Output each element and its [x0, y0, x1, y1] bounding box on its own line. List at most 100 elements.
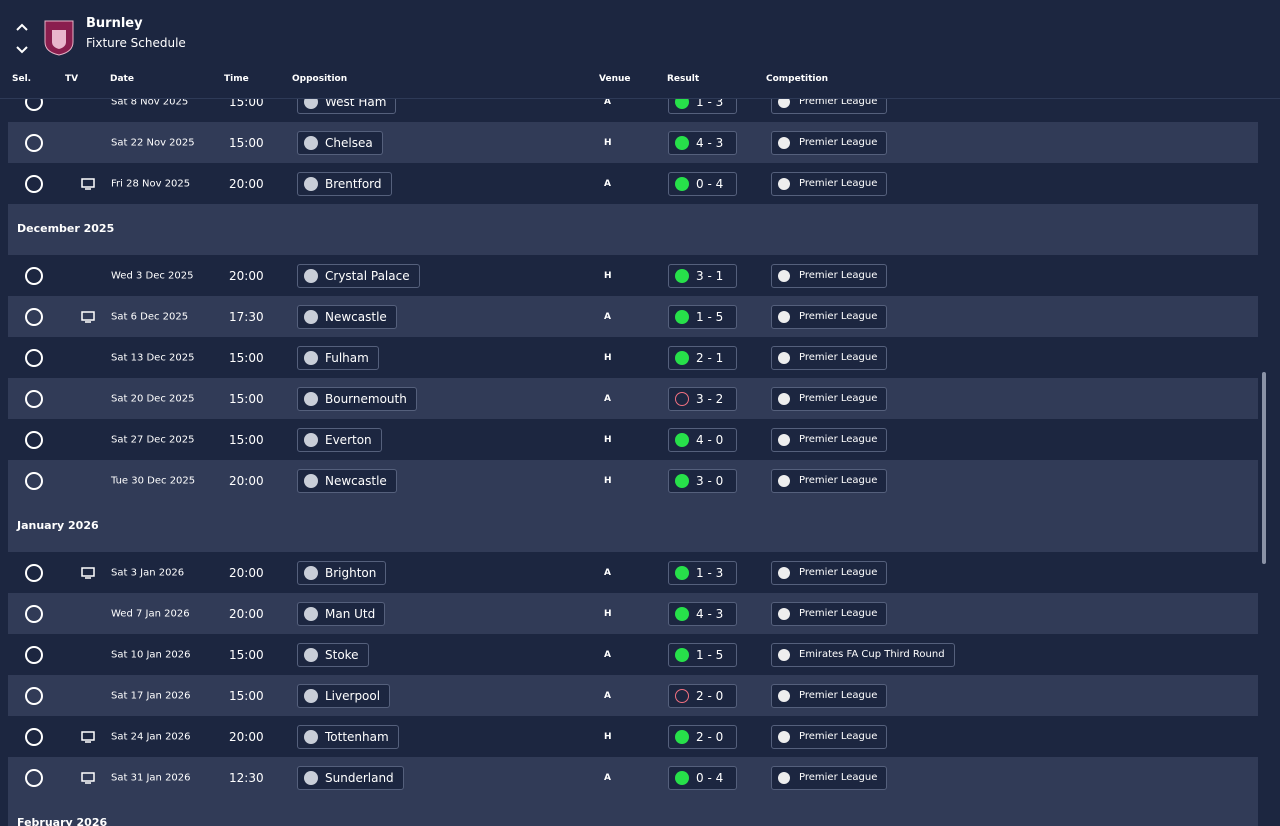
competition[interactable]: Premier League	[771, 386, 888, 411]
fixture-row[interactable]: Sat 31 Jan 2026 12:30 Sunderland A 0 - 4 Prem…	[8, 757, 1258, 798]
competition[interactable]: Premier League	[771, 601, 888, 626]
result[interactable]: 4 - 3	[668, 601, 737, 626]
fixture-row[interactable]: Tue 30 Dec 2025 20:00 Newcastle H 3 - 0 Premi…	[8, 460, 1258, 501]
result[interactable]: 1 - 3	[668, 560, 737, 585]
competition[interactable]: Premier League	[771, 263, 888, 288]
fixture-row[interactable]: Fri 28 Nov 2025 20:00 Brentford A 0 - 4 Premi…	[8, 163, 1258, 204]
fixture-row[interactable]: Sat 20 Dec 2025 15:00 Bournemouth A 3 - 2 Pre…	[8, 378, 1258, 419]
opposition[interactable]: Liverpool	[297, 683, 391, 708]
tv-icon	[81, 730, 95, 743]
competition-logo	[778, 566, 790, 579]
column-header[interactable]: Competition	[766, 74, 829, 84]
team-name: Bournemouth	[325, 391, 407, 406]
select-radio[interactable]	[25, 768, 43, 787]
opposition[interactable]: Brighton	[297, 560, 387, 585]
opposition[interactable]: Everton	[297, 427, 382, 452]
result[interactable]: 2 - 0	[668, 724, 737, 749]
column-header[interactable]: Time	[224, 74, 249, 84]
opposition[interactable]: Newcastle	[297, 304, 397, 329]
competition[interactable]: Emirates FA Cup Third Round	[771, 642, 955, 667]
result[interactable]: 3 - 2	[668, 386, 737, 411]
team-badge	[304, 729, 318, 744]
opposition[interactable]: Man Utd	[297, 601, 386, 626]
result-icon	[675, 135, 689, 150]
competition[interactable]: Premier League	[771, 683, 888, 708]
select-radio[interactable]	[25, 686, 43, 705]
competition-logo	[778, 730, 790, 743]
fixture-row[interactable]: Sat 27 Dec 2025 15:00 Everton H 4 - 0 Premier…	[8, 419, 1258, 460]
competition[interactable]: Premier League	[771, 468, 888, 493]
competition-logo	[778, 351, 790, 364]
result[interactable]: 1 - 5	[668, 304, 737, 329]
result[interactable]: 4 - 3	[668, 130, 737, 155]
nav-arrows[interactable]	[15, 22, 29, 62]
column-header[interactable]: Result	[667, 74, 700, 84]
team-name: Crystal Palace	[325, 268, 410, 283]
time: 20:00	[229, 176, 264, 191]
competition[interactable]: Premier League	[771, 427, 888, 452]
result[interactable]: 1 - 5	[668, 642, 737, 667]
column-header[interactable]: Venue	[599, 74, 631, 84]
select-radio[interactable]	[25, 266, 43, 285]
scrollbar[interactable]	[1262, 372, 1266, 564]
result[interactable]: 2 - 0	[668, 683, 737, 708]
fixture-row[interactable]: Sat 6 Dec 2025 17:30 Newcastle A 1 - 5 Premie…	[8, 296, 1258, 337]
fixture-row[interactable]: Wed 7 Jan 2026 20:00 Man Utd H 4 - 3 Premier …	[8, 593, 1258, 634]
opposition[interactable]: Tottenham	[297, 724, 399, 749]
fixture-row[interactable]: Sat 17 Jan 2026 15:00 Liverpool A 2 - 0 Premi…	[8, 675, 1258, 716]
select-radio[interactable]	[25, 174, 43, 193]
opposition[interactable]: Chelsea	[297, 130, 383, 155]
select-radio[interactable]	[25, 430, 43, 449]
competition[interactable]: Premier League	[771, 560, 888, 585]
fixture-row[interactable]: Sat 13 Dec 2025 15:00 Fulham H 2 - 1 Premier …	[8, 337, 1258, 378]
date: Sat 13 Dec 2025	[111, 352, 195, 363]
opposition[interactable]: Bournemouth	[297, 386, 417, 411]
opposition[interactable]: Fulham	[297, 345, 379, 370]
competition[interactable]: Premier League	[771, 724, 888, 749]
result[interactable]: 4 - 0	[668, 427, 737, 452]
select-radio[interactable]	[25, 604, 43, 623]
opposition[interactable]: Crystal Palace	[297, 263, 420, 288]
result[interactable]: 3 - 0	[668, 468, 737, 493]
time: 20:00	[229, 268, 264, 283]
venue: A	[604, 567, 611, 578]
select-radio[interactable]	[25, 133, 43, 152]
select-radio[interactable]	[25, 307, 43, 326]
column-header[interactable]: Sel.	[12, 74, 32, 84]
result[interactable]: 3 - 1	[668, 263, 737, 288]
time: 15:00	[229, 350, 264, 365]
opposition[interactable]: Newcastle	[297, 468, 397, 493]
competition[interactable]: Premier League	[771, 130, 888, 155]
result-icon	[675, 350, 689, 365]
team-badge	[304, 432, 318, 447]
competition[interactable]: Premier League	[771, 765, 888, 790]
fixture-row[interactable]: Sat 22 Nov 2025 15:00 Chelsea H 4 - 3 Premier…	[8, 122, 1258, 163]
select-radio[interactable]	[25, 471, 43, 490]
date: Sat 27 Dec 2025	[111, 434, 195, 445]
fixture-row[interactable]: Sat 3 Jan 2026 20:00 Brighton A 1 - 3 Premier…	[8, 552, 1258, 593]
venue: A	[604, 772, 611, 783]
select-radio[interactable]	[25, 348, 43, 367]
result[interactable]: 0 - 4	[668, 765, 737, 790]
column-header[interactable]: TV	[65, 74, 79, 84]
competition[interactable]: Premier League	[771, 345, 888, 370]
fixture-row[interactable]: Sat 10 Jan 2026 15:00 Stoke A 1 - 5 Emirates …	[8, 634, 1258, 675]
select-radio[interactable]	[25, 727, 43, 746]
fixture-row[interactable]: Sat 24 Jan 2026 20:00 Tottenham H 2 - 0 Premi…	[8, 716, 1258, 757]
column-header[interactable]: Opposition	[292, 74, 348, 84]
fixture-row[interactable]: Wed 3 Dec 2025 20:00 Crystal Palace H 3 - 1 P…	[8, 255, 1258, 296]
competition[interactable]: Premier League	[771, 304, 888, 329]
result[interactable]: 0 - 4	[668, 171, 737, 196]
competition[interactable]: Premier League	[771, 171, 888, 196]
select-radio[interactable]	[25, 389, 43, 408]
score: 4 - 0	[696, 432, 724, 447]
date: Wed 3 Dec 2025	[111, 270, 194, 281]
column-header[interactable]: Date	[110, 74, 134, 84]
select-radio[interactable]	[25, 563, 43, 582]
venue: H	[604, 434, 612, 445]
opposition[interactable]: Brentford	[297, 171, 392, 196]
opposition[interactable]: Stoke	[297, 642, 369, 667]
result[interactable]: 2 - 1	[668, 345, 737, 370]
opposition[interactable]: Sunderland	[297, 765, 404, 790]
select-radio[interactable]	[25, 645, 43, 664]
